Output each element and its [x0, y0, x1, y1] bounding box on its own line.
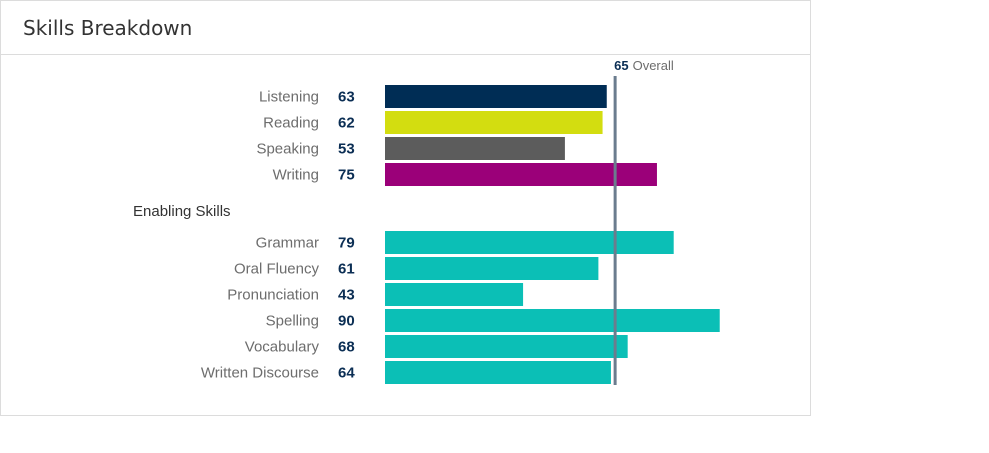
skill-label-vocabulary: Vocabulary	[245, 339, 320, 356]
skill-bar-reading	[385, 111, 603, 134]
skill-bar-vocabulary	[385, 335, 628, 358]
skill-label-writing: Writing	[273, 167, 319, 184]
skill-score-oral-fluency: 61	[338, 261, 355, 278]
skill-bar-written-discourse	[385, 361, 611, 384]
skill-score-written-discourse: 64	[338, 365, 355, 382]
skill-score-vocabulary: 68	[338, 339, 355, 356]
skill-score-speaking: 53	[338, 141, 355, 158]
skill-bar-writing	[385, 163, 657, 186]
skill-bar-pronunciation	[385, 283, 524, 306]
skill-bar-spelling	[385, 309, 720, 332]
card-header: Skills Breakdown	[1, 1, 810, 55]
skill-bar-grammar	[385, 231, 674, 254]
skill-bar-speaking	[385, 137, 565, 160]
skill-score-grammar: 79	[338, 235, 355, 252]
skill-bar-listening	[385, 85, 607, 108]
skill-score-reading: 62	[338, 115, 355, 132]
skill-bar-oral-fluency	[385, 257, 599, 280]
skill-score-spelling: 90	[338, 313, 355, 330]
skill-label-speaking: Speaking	[256, 141, 319, 158]
section-heading: Enabling Skills	[133, 203, 231, 220]
skill-label-pronunciation: Pronunciation	[227, 287, 319, 304]
skill-label-oral-fluency: Oral Fluency	[234, 261, 320, 278]
overall-score: 65	[614, 58, 628, 73]
skill-label-grammar: Grammar	[256, 235, 319, 252]
skill-score-writing: 75	[338, 167, 355, 184]
card-title: Skills Breakdown	[23, 16, 193, 40]
skill-score-pronunciation: 43	[338, 287, 355, 304]
skill-label-spelling: Spelling	[266, 313, 319, 330]
skill-label-reading: Reading	[263, 115, 319, 132]
overall-label: Overall	[633, 58, 674, 73]
skill-score-listening: 63	[338, 89, 355, 106]
overall-marker-label: 65 Overall	[614, 58, 674, 73]
skill-label-listening: Listening	[259, 89, 319, 106]
skill-label-written-discourse: Written Discourse	[201, 365, 319, 382]
